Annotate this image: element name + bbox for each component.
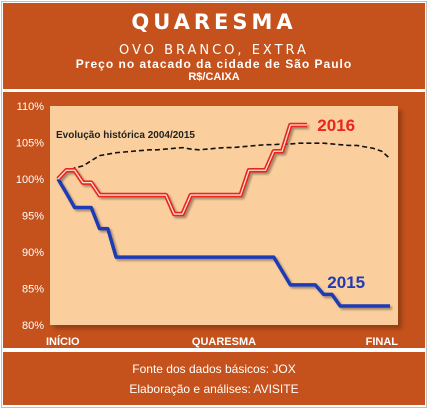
plot-area <box>50 106 398 325</box>
price-description: Preço no atacado da cidade de São Paulo <box>75 57 353 71</box>
series-line-2016-inner <box>57 124 307 215</box>
y-tick-label: 80% <box>22 320 44 332</box>
page-title: QUARESMA <box>131 10 297 34</box>
series-label-2015: 2015 <box>327 273 365 292</box>
x-tick-label: INÍCIO <box>46 335 80 348</box>
footer-panel: Fonte dos dados básicos: JOX Elaboração … <box>3 352 425 405</box>
x-tick-label: FINAL <box>366 336 399 348</box>
historical-annotation: Evolução histórica 2004/2015 <box>56 130 195 141</box>
data-source-text: Fonte dos dados básicos: JOX <box>132 362 296 376</box>
unit-label: R$/CAIXA <box>188 71 240 83</box>
y-tick-label: 85% <box>22 284 44 296</box>
y-tick-label: 110% <box>17 101 45 113</box>
line-chart: 80% 85% 90% 95% 100% 105% 110% INÍCIO QUARESMA F… <box>16 101 399 348</box>
series-label-2016: 2016 <box>317 116 355 135</box>
y-tick-label: 95% <box>22 211 44 223</box>
series-line-2015 <box>56 178 390 308</box>
author-text: Elaboração e análises: AVISITE <box>129 382 299 396</box>
y-tick-label: 100% <box>16 174 44 186</box>
y-tick-label: 105% <box>16 138 44 150</box>
product-subtitle: OVO BRANCO, EXTRA <box>119 43 309 58</box>
series-line-historical <box>57 142 391 180</box>
chart-panel: 80% 85% 90% 95% 100% 105% 110% INÍCIO QUARESMA F… <box>3 92 425 348</box>
header-panel: QUARESMA OVO BRANCO, EXTRA Preço no atac… <box>3 3 425 89</box>
x-tick-label: QUARESMA <box>192 336 256 348</box>
y-tick-label: 90% <box>22 247 44 259</box>
